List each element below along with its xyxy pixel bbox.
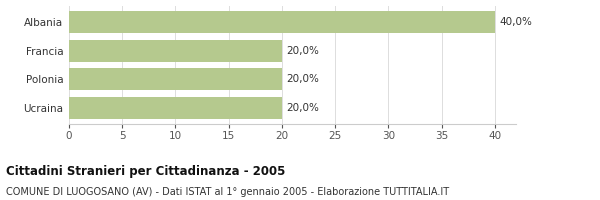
Bar xyxy=(69,11,495,33)
Text: 40,0%: 40,0% xyxy=(499,17,532,27)
Bar xyxy=(69,97,282,119)
Bar xyxy=(69,40,282,62)
Bar xyxy=(69,68,282,90)
Text: COMUNE DI LUOGOSANO (AV) - Dati ISTAT al 1° gennaio 2005 - Elaborazione TUTTITAL: COMUNE DI LUOGOSANO (AV) - Dati ISTAT al… xyxy=(6,187,449,197)
Text: 20,0%: 20,0% xyxy=(286,46,319,56)
Text: 20,0%: 20,0% xyxy=(286,74,319,84)
Text: Cittadini Stranieri per Cittadinanza - 2005: Cittadini Stranieri per Cittadinanza - 2… xyxy=(6,165,286,178)
Text: 20,0%: 20,0% xyxy=(286,103,319,113)
